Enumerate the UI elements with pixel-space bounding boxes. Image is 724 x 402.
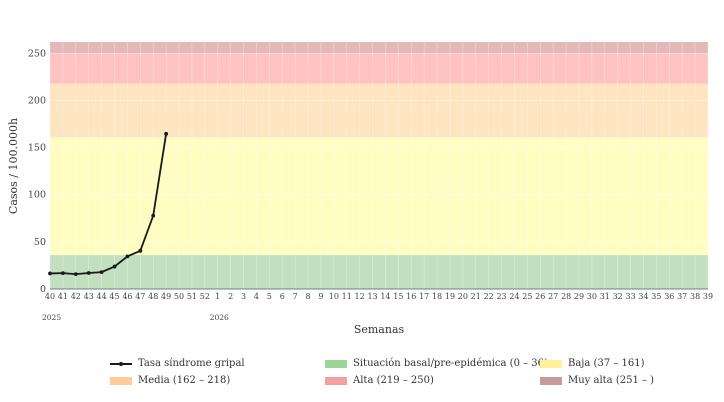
x-tick-label: 4 — [254, 292, 259, 301]
threshold-band-1 — [50, 137, 708, 256]
x-tick-label: 29 — [574, 292, 584, 301]
x-tick-label: 6 — [280, 292, 285, 301]
x-tick-label: 36 — [664, 292, 674, 301]
x-tick-label: 40 — [45, 292, 55, 301]
x-tick-label: 38 — [690, 292, 700, 301]
data-point[interactable] — [73, 272, 78, 277]
data-point[interactable] — [48, 271, 52, 276]
x-tick-label: 5 — [267, 292, 272, 301]
x-tick-label: 44 — [97, 292, 107, 301]
series-layer — [48, 131, 169, 277]
x-tick-label: 49 — [161, 292, 171, 301]
data-point[interactable] — [138, 248, 143, 253]
x-tick-label: 15 — [393, 292, 403, 301]
x-tick-label: 7 — [293, 292, 298, 301]
data-point[interactable] — [99, 270, 104, 275]
data-point[interactable] — [125, 254, 130, 259]
x-tick-label: 46 — [122, 292, 132, 301]
x-tick-label: 41 — [58, 292, 68, 301]
data-point[interactable] — [112, 264, 117, 269]
x-tick-label: 26 — [535, 292, 545, 301]
data-point[interactable] — [61, 271, 65, 276]
x-tick-labels: 40 41 42 43 44 45 46 47 48 49 50 51 52 1 2 3 4 5 6 7 8 9 10 11 1… — [45, 292, 713, 301]
x-tick-label: 19 — [445, 292, 455, 301]
y-tick-labels: 0 50 100 150 200 250 — [28, 48, 46, 295]
x-tick-label: 30 — [587, 292, 597, 301]
x-tick-label: 21 — [471, 292, 481, 301]
threshold-band-3 — [50, 53, 708, 84]
x-tick-label: 50 — [174, 292, 184, 301]
x-tick-label: 34 — [638, 292, 648, 301]
x-tick-label: 10 — [329, 292, 339, 301]
x-tick-label: 2 — [228, 292, 233, 301]
year-label: 2025 — [42, 313, 61, 322]
x-tick-label: 33 — [625, 292, 635, 301]
x-tick-label: 47 — [135, 292, 145, 301]
x-tick-label: 11 — [342, 292, 352, 301]
x-tick-label: 9 — [318, 292, 323, 301]
x-tick-label: 37 — [677, 292, 687, 301]
x-tick-label: 51 — [187, 292, 197, 301]
x-tick-label: 35 — [651, 292, 661, 301]
x-tick-label: 28 — [561, 292, 571, 301]
x-tick-label: 3 — [241, 292, 246, 301]
x-tick-label: 12 — [355, 292, 365, 301]
y-tick-label: 150 — [28, 143, 46, 154]
x-tick-label: 1 — [215, 292, 220, 301]
x-tick-label: 43 — [84, 292, 94, 301]
x-tick-label: 22 — [484, 292, 494, 301]
y-tick-label: 50 — [34, 237, 46, 248]
y-tick-label: 0 — [40, 284, 46, 295]
x-tick-label: 45 — [109, 292, 119, 301]
threshold-band-0 — [50, 255, 708, 289]
y-axis-title: Casos / 100.000h — [7, 118, 20, 214]
year-labels: 2025 2026 — [42, 313, 229, 322]
x-tick-label: 48 — [148, 292, 158, 301]
data-point[interactable] — [151, 213, 156, 218]
x-tick-label: 42 — [71, 292, 81, 301]
x-tick-label: 39 — [703, 292, 713, 301]
threshold-band-2 — [50, 83, 708, 138]
x-tick-label: 17 — [419, 292, 429, 301]
x-tick-label: 32 — [613, 292, 623, 301]
x-tick-label: 24 — [509, 292, 519, 301]
y-tick-label: 100 — [28, 190, 46, 201]
y-tick-label: 200 — [28, 95, 46, 106]
x-tick-label: 16 — [406, 292, 416, 301]
x-tick-label: 23 — [496, 292, 506, 301]
x-tick-label: 14 — [380, 292, 390, 301]
x-tick-label: 25 — [522, 292, 532, 301]
x-tick-label: 31 — [600, 292, 610, 301]
x-tick-label: 8 — [305, 292, 310, 301]
x-tick-label: 20 — [458, 292, 468, 301]
x-tick-label: 52 — [200, 292, 210, 301]
y-tick-label: 250 — [28, 48, 46, 59]
x-tick-label: 13 — [367, 292, 377, 301]
threshold-bands — [50, 42, 708, 289]
threshold-band-4 — [50, 42, 708, 54]
x-tick-label: 18 — [432, 292, 442, 301]
data-point[interactable] — [164, 131, 169, 136]
data-point[interactable] — [86, 271, 91, 275]
series-line-0 — [49, 133, 168, 276]
x-tick-label: 27 — [548, 292, 558, 301]
year-label: 2026 — [210, 313, 229, 322]
gridlines — [49, 42, 709, 290]
x-axis-title: Semanas — [354, 323, 405, 336]
